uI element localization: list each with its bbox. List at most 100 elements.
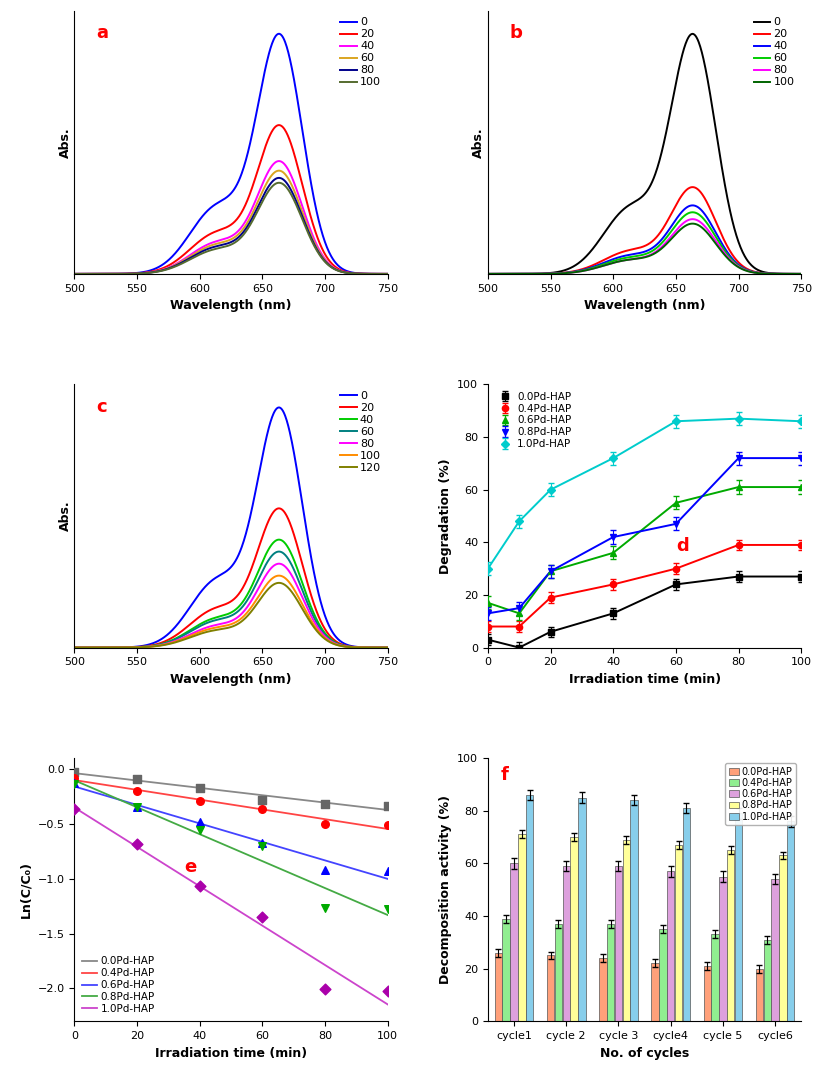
40	[667, 218, 677, 231]
Bar	[555, 923, 563, 1021]
40	[274, 155, 284, 168]
80	[69, 641, 79, 654]
Bar	[502, 919, 510, 1021]
Y-axis label: Abs.: Abs.	[59, 127, 72, 158]
Bar	[599, 958, 606, 1021]
60	[563, 267, 573, 280]
0.6Pd-HAP	[128, 798, 138, 811]
60	[254, 572, 264, 585]
0	[382, 641, 392, 654]
80	[563, 267, 573, 280]
80	[69, 268, 79, 281]
Point	[68, 770, 81, 787]
Bar	[735, 814, 743, 1021]
40	[624, 248, 634, 261]
80	[150, 640, 160, 653]
100	[125, 268, 135, 281]
40	[382, 641, 392, 654]
Point	[193, 878, 206, 895]
0.4Pd-HAP	[128, 783, 138, 796]
Bar	[771, 879, 779, 1021]
Text: c: c	[97, 398, 107, 416]
0.8Pd-HAP	[367, 902, 377, 915]
0	[796, 268, 806, 281]
Y-axis label: Decomposition activity (%): Decomposition activity (%)	[439, 796, 452, 985]
100	[483, 268, 493, 281]
Bar	[711, 934, 719, 1021]
0	[274, 401, 284, 414]
100	[69, 268, 79, 281]
0	[274, 27, 284, 40]
0	[719, 175, 729, 188]
100	[382, 268, 392, 281]
40	[274, 533, 284, 546]
20	[687, 181, 697, 194]
80	[693, 214, 703, 227]
80	[279, 559, 289, 572]
0	[150, 636, 160, 649]
Line: 40: 40	[488, 205, 801, 274]
80	[150, 266, 160, 278]
20	[306, 211, 316, 224]
0.4Pd-HAP	[69, 774, 79, 787]
Text: b: b	[510, 24, 523, 42]
80	[624, 253, 634, 266]
0.0Pd-HAP	[356, 801, 366, 814]
1.0Pd-HAP	[382, 998, 392, 1010]
Point	[318, 980, 331, 998]
0.6Pd-HAP	[356, 864, 366, 877]
0	[150, 262, 160, 275]
0.8Pd-HAP	[153, 809, 163, 822]
120	[150, 640, 160, 653]
0.8Pd-HAP	[382, 908, 392, 921]
40	[687, 199, 697, 212]
Point	[68, 775, 81, 792]
80	[539, 268, 548, 281]
40	[382, 268, 392, 281]
X-axis label: No. of cycles: No. of cycles	[600, 1047, 689, 1060]
60	[69, 641, 79, 654]
80	[254, 580, 264, 593]
40	[150, 639, 160, 651]
Line: 120: 120	[74, 583, 387, 647]
0.0Pd-HAP	[382, 803, 392, 816]
Bar	[779, 856, 786, 1021]
40	[563, 266, 573, 278]
Bar	[526, 794, 534, 1021]
60	[125, 641, 135, 654]
Point	[131, 771, 144, 788]
Legend: 0.0Pd-HAP, 0.4Pd-HAP, 0.6Pd-HAP, 0.8Pd-HAP, 1.0Pd-HAP: 0.0Pd-HAP, 0.4Pd-HAP, 0.6Pd-HAP, 0.8Pd-H…	[78, 952, 159, 1018]
0.4Pd-HAP	[356, 818, 366, 831]
40	[796, 268, 806, 281]
60	[483, 268, 493, 281]
40	[539, 268, 548, 281]
100	[274, 569, 284, 582]
0	[563, 262, 573, 275]
100	[69, 641, 79, 654]
0	[69, 268, 79, 281]
Text: a: a	[97, 24, 108, 42]
20	[279, 505, 289, 518]
Bar	[763, 940, 771, 1021]
100	[693, 218, 703, 231]
Point	[193, 813, 206, 830]
Point	[256, 800, 269, 817]
Bar	[667, 871, 674, 1021]
Point	[318, 900, 331, 917]
Point	[256, 837, 269, 855]
0.4Pd-HAP	[88, 776, 98, 789]
Point	[381, 901, 394, 918]
Line: 20: 20	[488, 187, 801, 274]
Y-axis label: Degradation (%): Degradation (%)	[439, 458, 452, 574]
0.4Pd-HAP	[367, 820, 377, 833]
40	[279, 157, 289, 170]
20	[563, 266, 573, 278]
1.0Pd-HAP	[82, 809, 92, 822]
X-axis label: Irradiation time (min): Irradiation time (min)	[568, 673, 720, 686]
100	[563, 267, 573, 280]
Y-axis label: Abs.: Abs.	[472, 127, 485, 158]
60	[211, 238, 221, 250]
20	[279, 123, 289, 135]
0.0Pd-HAP	[69, 766, 79, 779]
120	[211, 624, 221, 636]
